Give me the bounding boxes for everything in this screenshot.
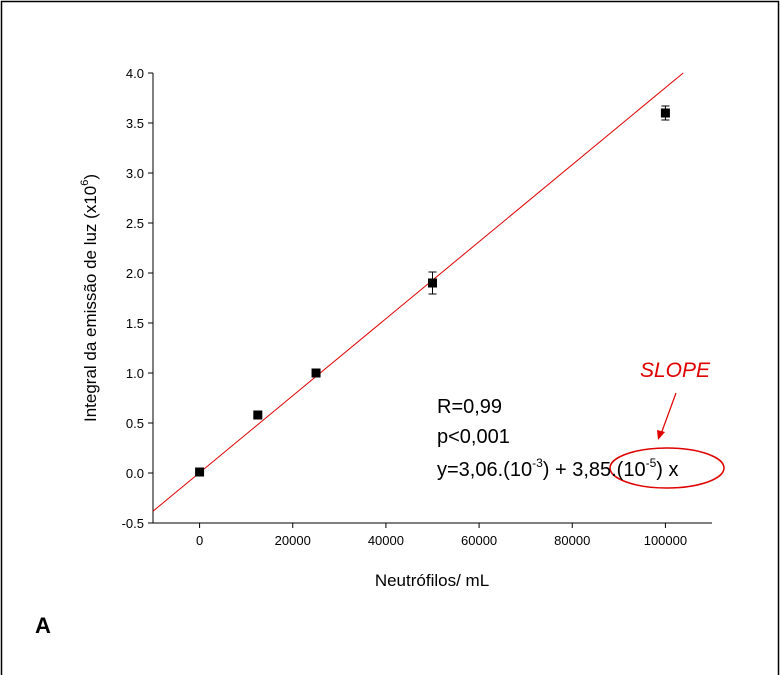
- equation-part: ) +: [543, 459, 572, 481]
- equation-part: 3,85.(10: [572, 459, 645, 481]
- y-tick-label: -0.5: [122, 516, 144, 531]
- equation-sup: -3: [532, 456, 543, 470]
- y-tick-label: 4.0: [126, 66, 144, 81]
- y-label-part: ): [81, 174, 100, 180]
- annotation: p<0,001: [437, 426, 510, 448]
- equation-part: ) x: [656, 459, 678, 481]
- point: [253, 410, 263, 420]
- arrow-head: [657, 430, 665, 440]
- y-tick-label: 2.5: [126, 216, 144, 231]
- equation-part: y=3,06.(10: [437, 459, 532, 481]
- x-tick-label: 40000: [368, 533, 404, 548]
- y-label-sup: 6: [79, 180, 91, 186]
- x-tick-label: 20000: [275, 533, 311, 548]
- y-tick-label: 0.0: [126, 466, 144, 481]
- point: [195, 467, 205, 477]
- panel-label: A: [35, 613, 51, 638]
- y-tick-label: 3.5: [126, 116, 144, 131]
- x-axis-label: Neutrófilos/ mL: [375, 571, 489, 590]
- equation-sup: -5: [646, 456, 657, 470]
- highlight-ellipse: [609, 447, 725, 489]
- x-tick-label: 100000: [644, 533, 687, 548]
- annotation: R=0,99: [437, 396, 502, 418]
- arrow: [660, 392, 677, 435]
- equation: y=3,06.(10-3) + 3,85.(10-5) x: [437, 456, 678, 481]
- x-tick-label: 80000: [554, 533, 590, 548]
- y-axis-label: Integral da emissão de luz (x106): [79, 174, 100, 422]
- annotation: SLOPE: [640, 359, 711, 382]
- point: [660, 108, 670, 118]
- y-tick-label: 1.5: [126, 316, 144, 331]
- fit-line: [152, 72, 684, 512]
- point: [428, 278, 437, 288]
- y-tick-label: 3.0: [126, 166, 144, 181]
- x-tick-label: 60000: [461, 533, 497, 548]
- y-tick-label: 1.0: [126, 366, 144, 381]
- y-label-part: Integral da emissão de luz (x10: [81, 186, 100, 422]
- y-tick-label: 0.5: [126, 416, 144, 431]
- point: [311, 368, 321, 378]
- x-tick-label: 0: [196, 533, 203, 548]
- y-tick-label: 2.0: [126, 266, 144, 281]
